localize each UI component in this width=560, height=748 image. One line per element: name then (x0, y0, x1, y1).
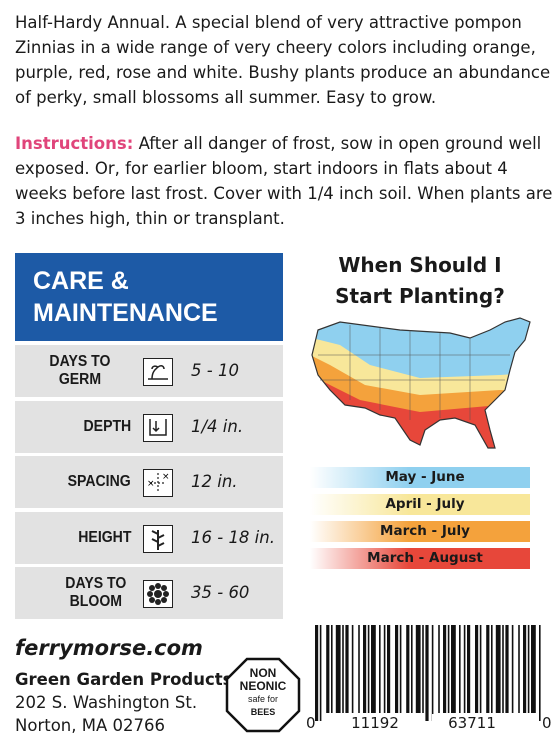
barcode-bar (387, 625, 391, 713)
badge-line: safe for (247, 694, 278, 704)
barcode-digit: 11192 (335, 714, 415, 732)
barcode-bar (415, 625, 421, 713)
care-icon (143, 524, 173, 553)
care-value: 35 - 60 (191, 583, 250, 602)
barcode-bar (335, 625, 341, 713)
barcode-bar (518, 625, 520, 713)
care-label: DAYS TO GERM (49, 353, 111, 388)
care-row: DEPTH 1/4 in. (15, 400, 283, 453)
barcode-bar (486, 625, 490, 713)
barcode-bar (475, 625, 479, 713)
care-label: HEIGHT (77, 528, 131, 546)
badge (225, 657, 301, 733)
care-label: DAYS TO BLOOM (65, 575, 127, 610)
svg-text:×: × (162, 472, 170, 482)
badge-line: NEONIC (239, 679, 287, 693)
barcode-bar (358, 625, 360, 713)
instructions-text: After all danger of frost, sow in open g… (15, 134, 553, 228)
legend-entry: April - July (310, 494, 530, 515)
barcode-digit: 63711 (432, 714, 512, 732)
barcode-bar (395, 625, 399, 713)
barcode-bar (315, 625, 319, 721)
barcode-bar (505, 625, 509, 713)
barcode-bar (431, 625, 434, 721)
care-value: 16 - 18 in. (191, 527, 275, 547)
planting-title-line: When Should I (338, 253, 502, 277)
instructions: Instructions: After all danger of frost,… (15, 131, 555, 231)
care-icon (143, 358, 173, 386)
care-title: CARE & (33, 267, 129, 295)
barcode-bar (479, 625, 482, 713)
planting-title-line: Start Planting? (335, 284, 505, 308)
svg-text:×: × (147, 479, 155, 489)
care-icon (143, 580, 173, 608)
barcode-bar (523, 625, 527, 713)
badge-text: NON NEONIC safe for BEES (225, 667, 301, 719)
badge-line: NON (249, 666, 277, 680)
legend-entry: March - July (310, 521, 530, 542)
description: Half-Hardy Annual. A special blend of ve… (15, 13, 551, 107)
barcode-bar (379, 625, 381, 713)
barcode-bar (463, 625, 466, 713)
barcode-bar (363, 625, 367, 713)
company: Green Garden Products (15, 670, 233, 689)
barcode-digit: 0 (542, 714, 552, 732)
barcode-bar (443, 625, 447, 713)
barcode-bar (319, 625, 322, 721)
barcode-bar (511, 625, 514, 713)
legend-entry: May - June (310, 467, 530, 488)
barcode-bar (367, 625, 370, 713)
barcode-bar (331, 625, 333, 713)
barcode-bar (495, 625, 501, 713)
barcode-bar (502, 625, 504, 713)
care-row: HEIGHT 16 - 18 in. (15, 511, 283, 564)
legend-entry: March - August (310, 548, 530, 569)
website: ferrymorse.com (15, 636, 203, 660)
care-header: CARE & MAINTENANCE (15, 253, 283, 341)
barcode-bar (459, 625, 461, 713)
address-line: Norton, MA 02766 (15, 716, 165, 735)
barcode (315, 625, 541, 721)
care-row: DAYS TO GERM 5 - 10 (15, 345, 283, 397)
planting-title: When Should I Start Planting? (300, 250, 540, 312)
care-label: DEPTH (83, 417, 131, 435)
barcode-bar (342, 625, 344, 713)
barcode-bar (422, 625, 424, 713)
barcode-bar (539, 625, 541, 721)
address-line: 202 S. Washington St. (15, 693, 198, 712)
barcode-bar (438, 625, 440, 713)
barcode-bar (531, 625, 536, 713)
barcode-bar (351, 625, 354, 713)
care-row: DAYS TO BLOOM 35 - 60 (15, 567, 283, 619)
badge-line: BEES (250, 707, 276, 717)
barcode-bar (527, 625, 530, 713)
barcode-bar (345, 625, 349, 713)
barcode-bar (406, 625, 410, 713)
barcode-bar (467, 625, 471, 713)
barcode-bar (447, 625, 450, 713)
care-title: MAINTENANCE (33, 299, 218, 327)
care-icon: ×× (143, 469, 173, 497)
barcode-bar (425, 625, 429, 721)
care-value: 12 in. (191, 472, 238, 491)
care-value: 5 - 10 (191, 361, 239, 380)
barcode-bar (383, 625, 386, 713)
instructions-label: Instructions: (15, 134, 134, 153)
barcode-bar (491, 625, 493, 713)
care-value: 1/4 in. (191, 416, 244, 436)
barcode-bar (451, 625, 456, 713)
barcode-bar (411, 625, 413, 713)
barcode-bar (399, 625, 402, 713)
barcode-digit: 0 (306, 714, 316, 732)
barcode-bar (326, 625, 330, 713)
barcode-bar (371, 625, 376, 713)
care-icon (143, 413, 173, 442)
care-row: SPACING × × 12 in. (15, 456, 283, 508)
care-label: SPACING (67, 473, 131, 490)
